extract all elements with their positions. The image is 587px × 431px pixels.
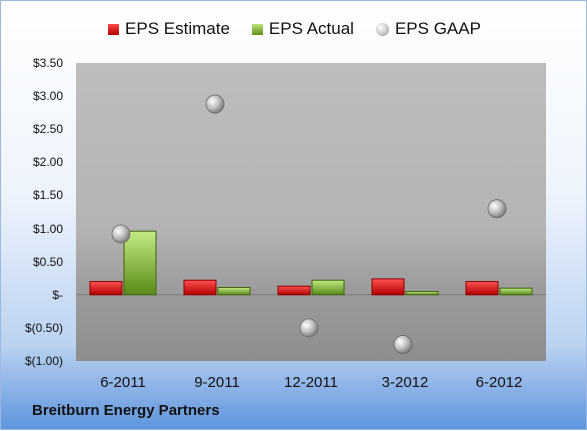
bar-estimate-6-2011 xyxy=(89,281,123,296)
x-tick-label: 12-2011 xyxy=(284,374,338,391)
bar-actual-3-2012 xyxy=(405,290,439,296)
y-tick-label: $1.50 xyxy=(32,188,63,203)
legend-item-actual: EPS Actual xyxy=(251,19,354,39)
y-tick-label: $3.00 xyxy=(32,89,63,104)
point-gaap-6-2011 xyxy=(111,224,131,244)
bar-actual-6-2011 xyxy=(123,230,157,296)
legend-label-gaap: EPS GAAP xyxy=(394,19,481,38)
y-tick-label: $(1.00) xyxy=(24,354,63,368)
y-tick-label: $(0.50) xyxy=(24,320,63,335)
y-tick-label: $- xyxy=(52,287,63,302)
estimate-swatch-icon xyxy=(108,23,120,35)
legend: EPS Estimate EPS Actual EPS GAAP xyxy=(1,19,587,39)
legend-label-estimate: EPS Estimate xyxy=(125,19,230,38)
bar-estimate-9-2011 xyxy=(183,279,217,296)
plot-background xyxy=(76,63,546,361)
x-tick-label: 9-2011 xyxy=(194,374,240,391)
legend-item-estimate: EPS Estimate xyxy=(108,19,230,39)
point-gaap-6-2012 xyxy=(487,199,507,219)
point-gaap-12-2011 xyxy=(299,318,319,338)
point-gaap-3-2012 xyxy=(393,335,413,354)
point-gaap-9-2011 xyxy=(205,94,225,114)
y-tick-label: $2.50 xyxy=(32,122,63,137)
y-tick-label: $2.00 xyxy=(32,155,63,170)
x-tick-label: 3-2012 xyxy=(381,374,429,391)
bar-estimate-3-2012 xyxy=(371,278,405,296)
y-tick-label: $1.00 xyxy=(32,221,63,236)
bar-estimate-6-2012 xyxy=(465,281,499,296)
x-tick-label: 6-2012 xyxy=(475,374,523,391)
bar-actual-9-2011 xyxy=(217,286,251,296)
legend-label-actual: EPS Actual xyxy=(268,19,354,38)
bar-actual-6-2012 xyxy=(499,287,533,296)
x-tick-label: 6-2011 xyxy=(100,374,146,391)
company-name: Breitburn Energy Partners xyxy=(32,402,220,419)
y-tick-label: $3.50 xyxy=(32,56,63,70)
legend-item-gaap: EPS GAAP xyxy=(375,19,481,39)
y-tick-label: $0.50 xyxy=(32,254,63,269)
gaap-swatch-icon xyxy=(375,22,389,36)
bar-actual-12-2011 xyxy=(311,279,345,296)
actual-swatch-icon xyxy=(251,23,263,35)
bar-estimate-12-2011 xyxy=(277,285,311,296)
